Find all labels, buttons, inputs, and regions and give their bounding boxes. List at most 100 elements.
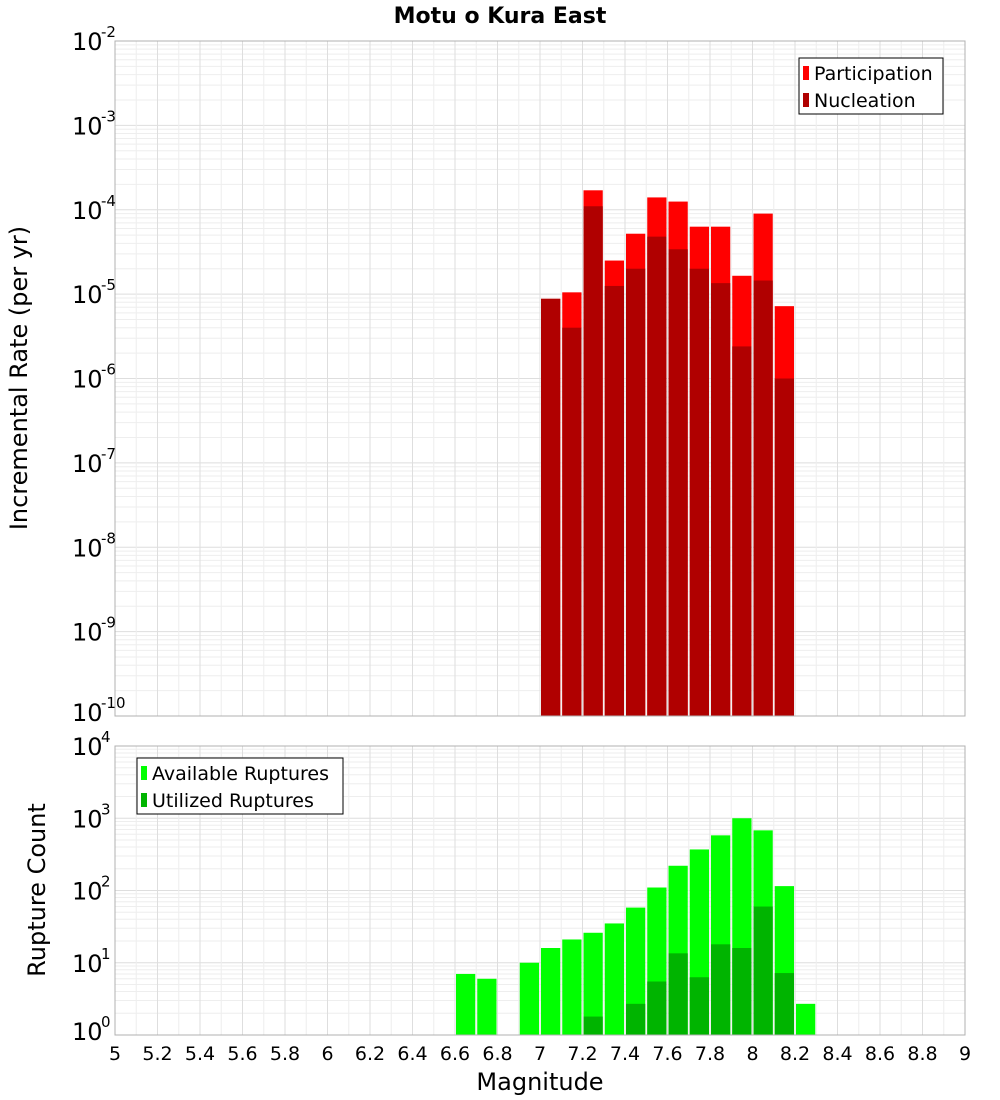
bar [711,944,731,1035]
y-tick-label: 10 [72,699,103,727]
x-tick-label: 8.6 [865,1043,895,1065]
y-tick-exponent: 2 [101,873,111,891]
legend-entry: Available Ruptures [152,763,329,785]
legend-box [798,57,944,115]
x-tick-label: 7.4 [610,1043,640,1065]
rate-legend: Participation Nucleation [798,57,944,115]
bar [477,978,497,1035]
x-tick-label: 7.2 [567,1043,597,1065]
bottom-y-axis-label: Rupture Count [23,803,51,977]
bar [668,953,688,1035]
y-tick-exponent: -10 [101,694,126,712]
y-tick-label: 10 [72,281,103,309]
y-tick-exponent: -2 [101,23,116,41]
y-tick-exponent: 0 [101,1013,111,1031]
chart-title: Motu o Kura East [394,4,607,29]
x-tick-label: 5 [109,1043,121,1065]
y-tick-exponent: -7 [101,445,116,463]
x-tick-label: 7 [534,1043,546,1065]
count-plot-frame [114,745,966,1036]
x-tick-label: 6.2 [355,1043,385,1065]
x-tick-label: 5.6 [227,1043,257,1065]
x-tick-label: 6.4 [397,1043,427,1065]
bar [796,1003,816,1035]
y-tick-label: 10 [72,366,103,394]
rate-grid [114,40,966,717]
x-tick-label: 6.8 [482,1043,512,1065]
x-tick-label: 5.8 [270,1043,300,1065]
y-tick-label: 10 [72,112,103,140]
x-tick-label: 9 [959,1043,971,1065]
y-tick-label: 10 [72,733,103,761]
series-utilized-ruptures [583,906,794,1035]
bar [604,923,624,1035]
bar [647,981,667,1035]
legend-entry: Nucleation [814,90,916,112]
bar [583,206,603,716]
y-tick-exponent: 3 [101,800,111,818]
x-tick-label: 7.8 [695,1043,725,1065]
bar [753,280,773,716]
x-tick-label: 5.2 [142,1043,172,1065]
rate-plot-frame [114,40,966,717]
bar [732,346,752,716]
incremental-rate-panel: 10-1010-910-810-710-610-510-410-310-2Par… [72,23,966,727]
bar [626,907,646,1035]
y-tick-label: 10 [72,950,103,978]
x-tick-label: 5.4 [185,1043,215,1065]
legend-swatch [803,93,809,107]
bar [541,298,561,716]
x-tick-label: 6.6 [440,1043,470,1065]
bar [753,906,773,1035]
x-tick-labels: 5 5.2 5.4 5.6 5.8 6 6.2 6.4 6.6 6.8 7 7.2 7.4 7.6 7.8 8… [109,1043,971,1065]
count-legend: Available Ruptures Utilized Ruptures [136,757,344,815]
x-tick-label: 8.4 [822,1043,852,1065]
bar [774,378,794,716]
bar [456,973,476,1035]
bar [774,973,794,1035]
y-tick-label: 10 [72,878,103,906]
y-tick-exponent: -4 [101,192,116,210]
y-tick-exponent: -3 [101,107,116,125]
bar [689,268,709,716]
y-tick-exponent: -9 [101,614,116,632]
bar [711,283,731,716]
bar [647,236,667,716]
bar [732,948,752,1035]
y-tick-exponent: 4 [101,728,111,746]
bar [562,939,582,1035]
x-tick-label: 6 [321,1043,333,1065]
bar [626,268,646,716]
bar [626,1003,646,1035]
legend-box [136,757,344,815]
top-y-axis-label: Incremental Rate (per yr) [5,226,33,530]
x-tick-label: 8.8 [907,1043,937,1065]
y-tick-label: 10 [72,450,103,478]
y-tick-label: 10 [72,534,103,562]
bar [519,962,539,1035]
y-tick-label: 10 [72,619,103,647]
x-tick-label: 8.2 [780,1043,810,1065]
series-nucleation [541,206,794,716]
x-axis-label: Magnitude [476,1068,603,1096]
legend-swatch [803,66,809,80]
legend-entry: Utilized Ruptures [152,790,314,812]
bar [689,977,709,1035]
legend-swatch [141,766,147,780]
bar [562,327,582,716]
bar [541,948,561,1035]
y-tick-exponent: -5 [101,276,116,294]
bar [604,285,624,716]
bar [668,249,688,716]
y-tick-label: 10 [72,805,103,833]
bar [583,932,603,1035]
x-tick-label: 7.6 [652,1043,682,1065]
x-tick-label: 8 [746,1043,758,1065]
y-tick-label: 10 [72,1018,103,1046]
legend-swatch [141,793,147,807]
y-tick-label: 10 [72,28,103,56]
legend-entry: Participation [814,63,933,85]
y-tick-exponent: -8 [101,529,116,547]
